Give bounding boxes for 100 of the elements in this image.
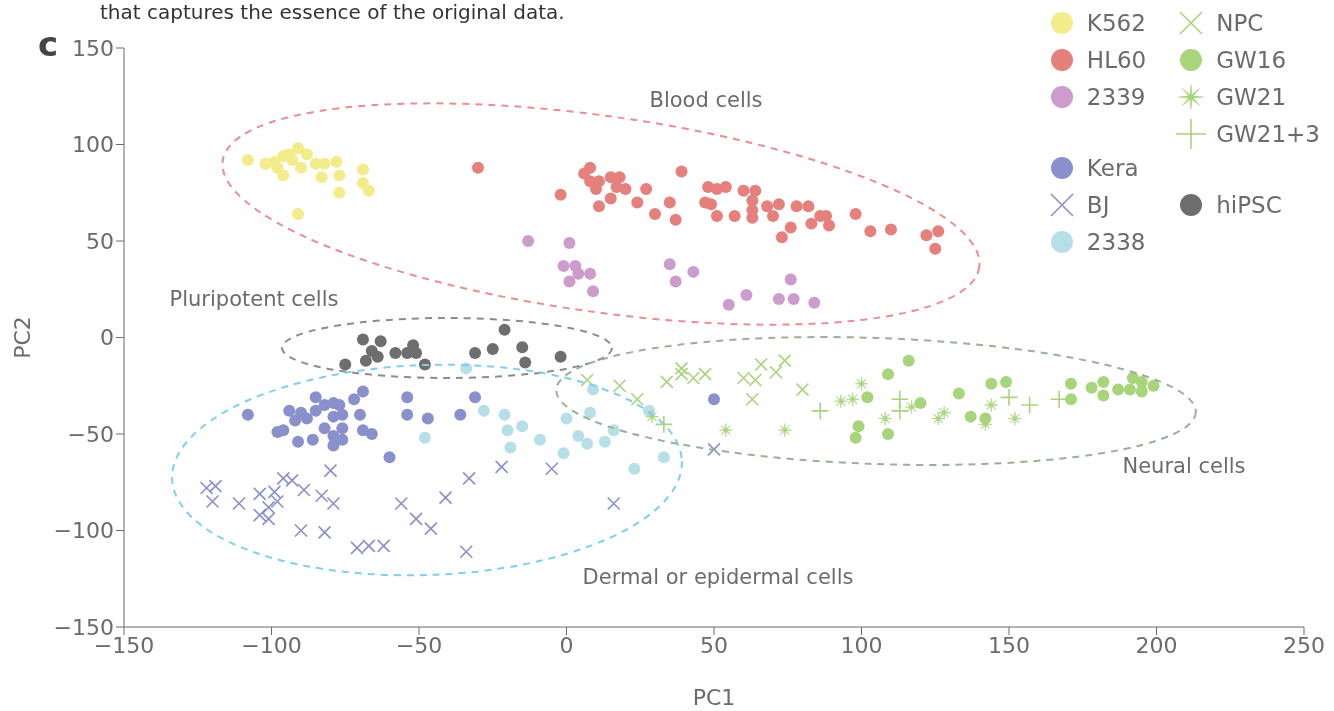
point — [710, 209, 723, 222]
point — [469, 346, 482, 359]
point — [516, 341, 529, 354]
point — [630, 392, 645, 407]
point — [205, 494, 220, 509]
point — [849, 207, 862, 220]
point — [718, 423, 733, 438]
point — [306, 433, 319, 446]
x-tick-label: 50 — [700, 632, 728, 658]
point — [964, 410, 977, 423]
point — [572, 267, 585, 280]
point — [533, 433, 546, 446]
point — [985, 377, 998, 390]
legend-label: K562 — [1086, 9, 1146, 36]
point — [811, 401, 830, 421]
point — [854, 376, 869, 391]
point — [640, 182, 653, 195]
point — [557, 260, 570, 273]
point — [761, 200, 774, 213]
legend-label: GW21 — [1216, 83, 1287, 110]
point — [823, 219, 836, 232]
point — [336, 433, 349, 446]
point — [563, 275, 576, 288]
point — [580, 373, 594, 387]
point — [790, 200, 803, 213]
point — [477, 404, 490, 417]
point — [294, 523, 308, 538]
x-tick-label: 0 — [559, 632, 574, 658]
point — [359, 354, 372, 367]
point — [354, 408, 366, 421]
point — [669, 213, 682, 226]
x-axis-title: PC1 — [692, 685, 736, 710]
point — [208, 479, 223, 493]
point — [1097, 389, 1110, 402]
annotation: Pluripotent cells — [169, 287, 339, 311]
annotation: Blood cells — [649, 88, 763, 112]
point — [849, 431, 862, 444]
point — [356, 385, 369, 398]
point — [795, 382, 810, 397]
point — [631, 196, 644, 209]
point — [339, 358, 352, 371]
point — [315, 171, 328, 184]
point — [554, 350, 567, 363]
point — [584, 267, 597, 280]
point — [394, 496, 409, 511]
point — [501, 424, 514, 437]
point — [932, 225, 945, 238]
point — [365, 428, 378, 440]
point — [469, 391, 482, 404]
point — [309, 404, 322, 417]
point — [199, 481, 214, 495]
point — [462, 471, 476, 486]
point — [333, 186, 346, 199]
point — [1049, 390, 1069, 409]
point — [882, 368, 895, 381]
point — [498, 408, 511, 421]
point — [920, 229, 933, 242]
point — [754, 357, 768, 372]
point — [323, 463, 338, 478]
point — [669, 275, 682, 288]
x-tick-label: −100 — [241, 632, 302, 658]
point — [745, 392, 760, 407]
point — [598, 435, 611, 448]
y-tick-label: 150 — [72, 35, 114, 61]
point — [649, 207, 661, 220]
point — [348, 393, 361, 406]
point — [276, 471, 291, 486]
point — [300, 148, 313, 161]
point — [719, 180, 732, 193]
point — [1123, 383, 1136, 396]
point — [297, 483, 311, 497]
point — [454, 408, 467, 421]
point — [410, 346, 423, 359]
point — [619, 182, 632, 195]
point — [645, 409, 659, 424]
y-tick-label: 50 — [86, 228, 114, 254]
point — [929, 242, 942, 255]
point — [421, 412, 434, 425]
legend-label: Kera — [1086, 154, 1139, 181]
point — [424, 521, 438, 536]
point — [333, 399, 346, 412]
point — [808, 296, 821, 309]
point — [459, 544, 473, 559]
point — [914, 397, 927, 410]
point — [326, 496, 341, 511]
point — [999, 388, 1019, 407]
legend-label: NPC — [1216, 9, 1264, 36]
point — [336, 408, 349, 421]
x-tick-label: 200 — [1135, 632, 1178, 658]
point — [383, 451, 396, 464]
point — [708, 393, 720, 406]
point — [270, 494, 285, 509]
point — [285, 473, 299, 488]
point — [309, 391, 322, 404]
y-tick-label: 100 — [72, 132, 114, 158]
point — [572, 429, 585, 442]
annotation: Neural cells — [1122, 454, 1246, 478]
point — [241, 153, 254, 166]
point — [289, 414, 302, 427]
point — [657, 451, 670, 464]
